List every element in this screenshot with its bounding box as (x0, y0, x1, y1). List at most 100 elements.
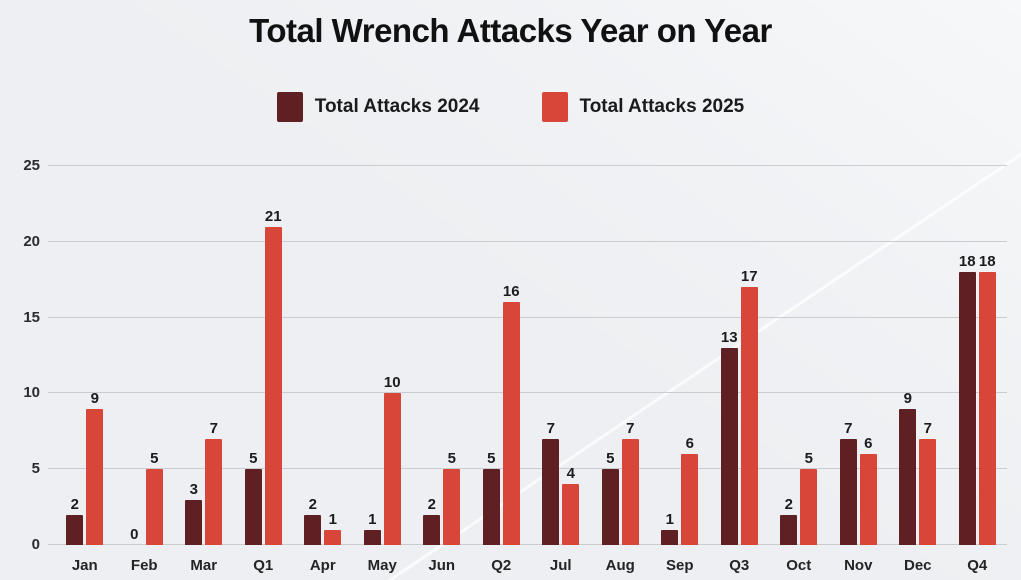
bar-value-label: 9 (903, 389, 912, 407)
bar-2025-q4 (978, 272, 996, 545)
bar-group-jan: 2 9 Jan (55, 166, 115, 574)
y-tick-label-10: 10 (23, 384, 40, 402)
bar-column-2024-q1: 5 (244, 166, 262, 545)
bar-column-2024-aug: 5 (601, 166, 619, 545)
bar-group-aug: 5 7 Aug (591, 166, 651, 574)
bar-2025-q1 (264, 226, 282, 545)
bar-group-feb: 0 5 Feb (115, 166, 175, 574)
bar-value-label: 7 (923, 419, 932, 437)
bar-group-jul: 7 4 Jul (531, 166, 591, 574)
bar-2024-q4 (958, 272, 976, 545)
bar-column-2024-jul: 7 (542, 166, 560, 545)
legend-swatch-2024 (276, 92, 303, 122)
y-tick-label-15: 15 (23, 308, 40, 326)
bar-column-2025-q1: 21 (264, 166, 282, 545)
x-axis-label-jan: Jan (71, 557, 98, 574)
bar-value-label: 9 (90, 389, 99, 407)
bar-value-label: 7 (626, 419, 635, 437)
bar-group-q4: 18 18 Q4 (948, 166, 1008, 574)
bar-2025-q3 (740, 287, 758, 545)
bar-2024-sep (661, 529, 679, 545)
x-axis-label-jun: Jun (428, 557, 456, 574)
bar-column-2024-may: 1 (363, 166, 381, 545)
legend-label-2024: Total Attacks 2024 (314, 96, 480, 117)
y-tick-label-25: 25 (23, 157, 40, 174)
bar-column-2024-q2: 5 (482, 166, 500, 545)
bar-2025-jan (86, 408, 104, 545)
bar-column-2025-jun: 5 (443, 166, 461, 545)
bar-value-label: 5 (606, 450, 615, 468)
legend-item-2025: Total Attacks 2025 (541, 92, 745, 122)
bar-value-label: 5 (804, 450, 813, 468)
bar-value-label: 17 (740, 268, 758, 286)
bar-column-2025-jul: 4 (562, 166, 580, 545)
bar-group-dec: 9 7 Dec (888, 166, 948, 574)
bar-2025-aug (621, 438, 639, 545)
bar-2025-sep (681, 454, 699, 545)
bar-column-2024-nov: 7 (839, 166, 857, 545)
x-axis-label-aug: Aug (605, 557, 635, 574)
bar-value-label: 10 (383, 374, 401, 392)
bar-2024-q3 (720, 347, 738, 545)
legend-label-2025: Total Attacks 2025 (579, 96, 745, 117)
bar-value-label: 5 (447, 450, 456, 468)
bar-value-label: 0 (130, 526, 139, 543)
chart-title: Total Wrench Attacks Year on Year (249, 12, 772, 49)
bar-value-label: 16 (502, 283, 520, 301)
bar-column-2025-q3: 17 (740, 166, 758, 545)
bar-column-2024-q3: 13 (720, 166, 738, 545)
bar-2024-jul (542, 438, 560, 545)
bar-column-2024-mar: 3 (185, 166, 203, 545)
plot-area: 0 5 10 15 20 25 2 9 Jan 0 5 Feb 3 7 Mar 5 21 Q1 2 1 Apr 1 10 M… (0, 157, 1021, 574)
x-axis-label-q3: Q3 (729, 557, 750, 574)
bar-column-2025-oct: 5 (800, 166, 818, 545)
x-axis-label-q4: Q4 (967, 557, 988, 574)
bar-2024-jun (423, 514, 441, 545)
bar-group-oct: 2 5 Oct (769, 166, 829, 574)
bar-value-label: 2 (70, 495, 79, 513)
bar-2024-oct (780, 514, 798, 545)
bar-value-label: 5 (487, 450, 496, 468)
legend-item-2024: Total Attacks 2024 (276, 92, 480, 122)
bar-column-2025-sep: 6 (681, 166, 699, 545)
bar-column-2025-dec: 7 (919, 166, 937, 545)
bar-group-mar: 3 7 Mar (174, 166, 234, 574)
bar-column-2024-jun: 2 (423, 166, 441, 545)
bar-2024-may (363, 529, 381, 545)
x-axis-label-oct: Oct (786, 557, 812, 574)
bar-2025-feb (145, 469, 163, 545)
bar-group-apr: 2 1 Apr (293, 166, 353, 574)
bar-value-label: 18 (978, 253, 996, 271)
bar-value-label: 13 (720, 328, 738, 346)
bar-2024-aug (601, 469, 619, 545)
bar-group-sep: 1 6 Sep (650, 166, 710, 574)
bar-column-2024-q4: 18 (958, 166, 976, 545)
bar-column-2025-q2: 16 (502, 166, 520, 545)
bar-groups: 2 9 Jan 0 5 Feb 3 7 Mar 5 21 Q1 2 1 Apr 1 10 May 2 5 Jun 5 16 Q… (55, 166, 1008, 574)
x-axis-label-nov: Nov (844, 557, 873, 574)
bar-column-2024-dec: 9 (899, 166, 917, 545)
bar-2024-apr (304, 514, 322, 545)
bar-value-label: 6 (685, 435, 694, 453)
bar-value-label: 1 (368, 510, 377, 528)
x-axis-label-may: May (367, 557, 397, 574)
bar-2025-nov (859, 454, 877, 545)
bar-group-q2: 5 16 Q2 (472, 166, 532, 574)
bar-2024-jan (66, 514, 84, 545)
bar-2025-jun (443, 469, 461, 545)
bar-2025-q2 (502, 302, 520, 545)
x-axis-label-jul: Jul (549, 557, 572, 574)
bar-value-label: 21 (264, 207, 282, 225)
bar-2025-mar (205, 438, 223, 545)
bar-value-label: 7 (546, 419, 555, 437)
bar-group-q3: 13 17 Q3 (710, 166, 770, 574)
bar-2024-q2 (482, 469, 500, 545)
y-tick-label-0: 0 (31, 536, 40, 553)
bar-value-label: 1 (665, 510, 674, 528)
bar-value-label: 2 (308, 495, 317, 513)
bar-group-may: 1 10 May (353, 166, 413, 574)
y-tick-label-5: 5 (31, 460, 40, 478)
bar-column-2024-jan: 2 (66, 166, 84, 545)
bar-value-label: 2 (784, 495, 793, 513)
